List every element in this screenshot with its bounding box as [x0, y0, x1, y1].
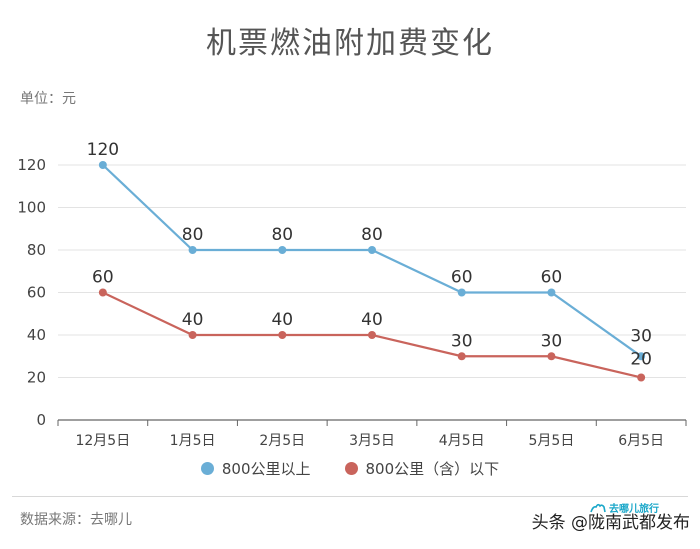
legend-label-series-1: 800公里以上	[221, 460, 311, 478]
watermark: 头条 @陇南武都发布	[532, 508, 690, 533]
chart-legend: 800公里以上 800公里（含）以下	[0, 458, 700, 479]
data-label: 30	[541, 331, 563, 351]
x-tick-label: 1月5日	[170, 433, 216, 449]
data-point	[368, 331, 376, 339]
data-point	[547, 352, 556, 361]
unit-label: 单位：元	[20, 91, 76, 107]
data-point	[637, 352, 646, 361]
data-point	[98, 161, 107, 169]
data-label: 60	[541, 268, 563, 288]
x-tick-label: 3月5日	[349, 433, 395, 449]
y-tick-label: 80	[27, 241, 46, 259]
x-tick-label: 2月5日	[259, 433, 305, 449]
data-point	[188, 246, 197, 254]
y-tick-label: 100	[17, 199, 46, 217]
data-label: 80	[182, 225, 204, 245]
line-chart: 0 20 40 60 80 100 120 12月5日 1月5日 2月5日 3月5日 4月5日 5月5日…	[17, 140, 687, 449]
data-label: 80	[271, 225, 293, 245]
data-point	[547, 288, 556, 297]
logo-text: 去哪儿旅行	[609, 504, 659, 515]
data-point	[457, 288, 466, 297]
y-tick-label: 60	[27, 284, 46, 302]
x-tick-label: 6月5日	[618, 433, 664, 449]
legend-label-series-2: 800公里（含）以下	[365, 460, 500, 478]
chart-title: 机票燃油附加费变化	[206, 26, 494, 61]
legend-dot-series-2	[344, 462, 358, 475]
data-point	[368, 246, 376, 254]
data-point	[98, 288, 107, 297]
footer-divider	[12, 496, 688, 497]
data-label: 40	[361, 310, 383, 330]
data-label: 30	[451, 331, 473, 351]
data-point	[278, 246, 287, 254]
y-tick-label: 120	[17, 156, 46, 174]
y-tick-label: 20	[27, 369, 46, 387]
x-tick-label: 4月5日	[439, 433, 485, 449]
y-tick-label: 40	[27, 326, 46, 344]
data-point	[457, 352, 466, 361]
data-label: 20	[630, 350, 652, 370]
x-tick-label: 12月5日	[75, 433, 130, 449]
data-point	[637, 373, 646, 382]
data-label: 30	[630, 326, 652, 346]
data-label: 40	[271, 310, 293, 330]
y-tick-label: 0	[36, 411, 46, 429]
qunar-logo: 去哪儿旅行	[590, 500, 659, 515]
legend-dot-series-1	[200, 462, 214, 475]
data-label: 60	[451, 268, 473, 288]
watermark-text: 头条 @陇南武都发布	[531, 513, 690, 533]
legend-item-series-1: 800公里以上	[200, 458, 311, 479]
data-label: 80	[361, 225, 383, 245]
data-label: 40	[182, 310, 204, 330]
data-point	[188, 331, 197, 339]
data-source: 数据来源：去哪儿	[20, 512, 132, 528]
data-label: 60	[92, 268, 114, 288]
legend-item-series-2: 800公里（含）以下	[344, 458, 500, 479]
data-label: 120	[87, 140, 119, 160]
data-point	[278, 331, 287, 339]
x-tick-label: 5月5日	[529, 433, 575, 449]
camel-icon	[590, 503, 606, 512]
